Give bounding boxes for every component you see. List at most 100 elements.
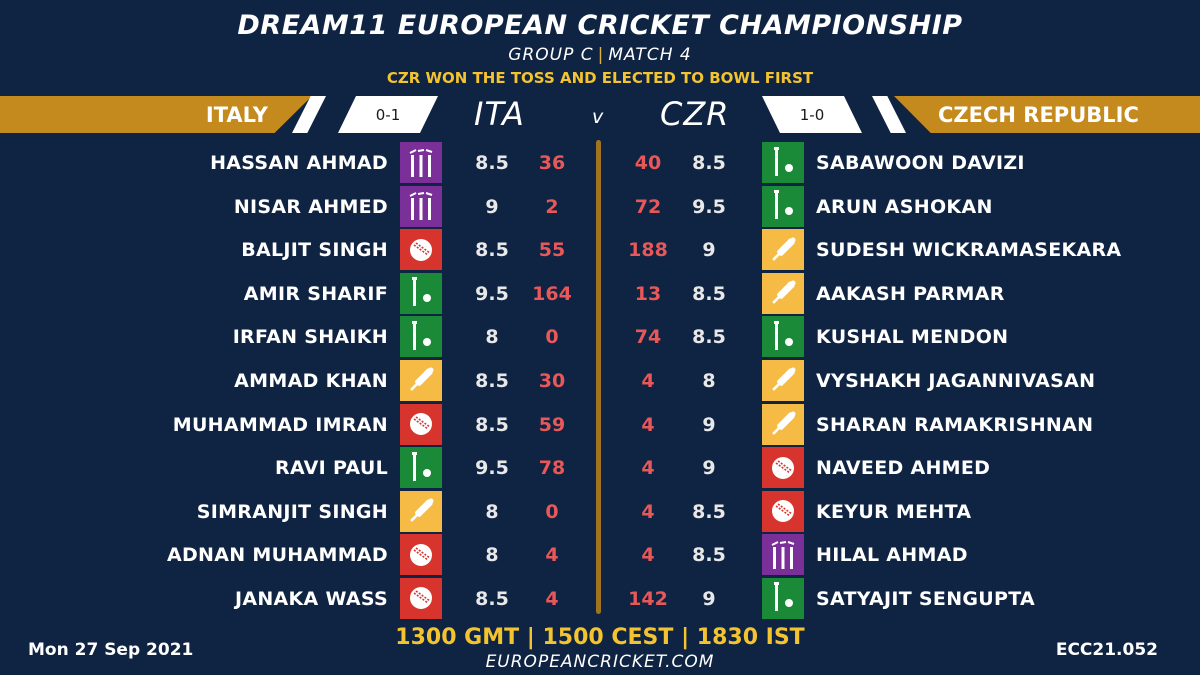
keeper-icon [762,142,804,183]
ball-icon [762,490,804,532]
player-name-left: AMMAD KHAN [234,369,388,392]
versus-label: v [592,106,604,128]
ball-icon [400,403,442,445]
keeper-icon [400,447,442,489]
points-left: 164 [532,282,572,305]
bat-icon [762,403,804,445]
points-right: 4 [641,500,655,523]
keeper-icon [400,316,442,358]
credits-right: 8.5 [692,152,726,174]
credits-left: 8 [485,326,499,349]
bat-icon [762,272,804,314]
match-code: ECC21.052 [1055,640,1158,660]
match-times: 1300 GMT | 1500 CEST | 1830 IST [395,625,805,650]
credits-right: 8.5 [692,282,726,305]
player-name-right: VYSHAKH JAGANNIVASAN [816,369,1096,392]
credits-right: 9.5 [692,195,726,218]
player-name-left: HASSAN AHMAD [210,152,388,174]
player-name-right: SHARAN RAMAKRISHNAN [816,413,1094,436]
website-link[interactable]: EUROPEANCRICKET.COM [485,652,715,672]
team-name-right: CZECH REPUBLIC [938,102,1139,127]
points-right: 4 [641,413,655,436]
points-left: 2 [545,195,559,218]
player-name-left: AMIR SHARIF [243,282,388,305]
team-record-left: 0-1 [338,96,438,133]
player-name-right: KUSHAL MENDON [816,326,1009,349]
credits-left: 8.5 [475,152,509,174]
bat-icon [762,359,804,401]
player-row: NISAR AHMED 9 2 72 9.5 ARUN ASHOKAN [0,185,1200,230]
team-name-left: ITALY [205,102,268,127]
points-right: 13 [634,282,662,305]
player-name-right: SUDESH WICKRAMASEKARA [816,239,1122,262]
bat-icon [762,229,804,271]
points-right: 142 [628,587,668,610]
points-right: 4 [641,544,655,567]
group-label: GROUP C [508,45,594,65]
player-name-left: IRFAN SHAIKH [232,326,388,349]
player-name-right: NAVEED AHMED [816,457,991,480]
points-right: 74 [634,326,662,349]
credits-left: 8 [485,500,499,523]
team-banner-right: CZECH REPUBLIC [894,96,1200,133]
credits-left: 8.5 [475,587,509,610]
player-row: BALJIT SINGH 8.5 55 188 9 SUDESH WICKRAMASEKA… [0,229,1200,273]
player-name-left: ADNAN MUHAMMAD [166,544,388,567]
player-name-right: HILAL AHMAD [816,544,968,567]
credits-left: 8 [485,544,499,567]
player-name-left: JANAKA WASS [234,587,388,610]
points-right: 4 [641,369,655,392]
ball-icon [400,229,442,271]
credits-right: 9 [702,413,716,436]
points-right: 40 [634,152,662,174]
player-name-right: SATYAJIT SENGUPTA [816,587,1036,610]
player-name-right: SABAWOON DAVIZI [816,152,1025,174]
credits-left: 8.5 [475,239,509,262]
points-left: 59 [538,413,566,436]
credits-left: 9.5 [475,457,509,480]
player-row: HASSAN AHMAD 8.5 36 40 8.5 SABAWOON DAVIZI [0,142,1200,186]
player-name-left: RAVI PAUL [275,457,388,480]
points-left: 0 [545,326,559,349]
keeper-icon [762,185,804,227]
toss-result: CZR WON THE TOSS AND ELECTED TO BOWL FIR… [386,69,814,87]
player-row: SIMRANJIT SINGH 8 0 4 8.5 KEYUR MEHTA [0,490,1200,535]
points-right: 188 [628,239,668,262]
points-left: 30 [538,369,566,392]
match-subtitle: GROUP C | MATCH 4 [0,45,1200,65]
center-divider [596,140,601,614]
credits-right: 9 [702,239,716,262]
subtitle-separator: | [597,45,605,65]
credits-right: 8.5 [692,326,726,349]
player-name-left: SIMRANJIT SINGH [196,500,388,523]
keeper-icon [762,316,804,358]
team-banner-left: ITALY [0,96,312,133]
ball-icon [400,534,442,576]
bat-icon [400,490,442,532]
player-row: AMIR SHARIF 9.5 164 13 8.5 AAKASH PARMAR [0,272,1200,317]
credits-right: 8.5 [692,544,726,567]
points-left: 78 [538,457,566,480]
points-left: 4 [545,587,559,610]
player-row: RAVI PAUL 9.5 78 4 9 NAVEED AHMED [0,447,1200,491]
player-name-right: ARUN ASHOKAN [816,195,993,218]
keeper-icon [762,577,804,619]
match-title: DREAM11 EUROPEAN CRICKET CHAMPIONSHIP [237,10,963,41]
credits-left: 9.5 [475,282,509,305]
credits-right: 9 [702,587,716,610]
player-name-left: NISAR AHMED [233,195,388,218]
bat-icon [400,359,442,401]
team-abbr-right: CZR [660,95,730,133]
credits-right: 8.5 [692,500,726,523]
points-left: 55 [538,239,566,262]
points-right: 72 [634,195,662,218]
points-left: 36 [538,152,566,174]
match-date: Mon 27 Sep 2021 [28,640,194,660]
player-name-right: AAKASH PARMAR [816,282,1005,305]
stumps-icon [400,142,442,183]
team-abbr-left: ITA [474,95,525,133]
team-record-right: 1-0 [762,96,862,133]
player-row: IRFAN SHAIKH 8 0 74 8.5 KUSHAL MENDON [0,316,1200,360]
points-left: 4 [545,544,559,567]
player-rows: HASSAN AHMAD 8.5 36 40 8.5 SABAWOON DAVIZI NIS… [0,142,1200,622]
